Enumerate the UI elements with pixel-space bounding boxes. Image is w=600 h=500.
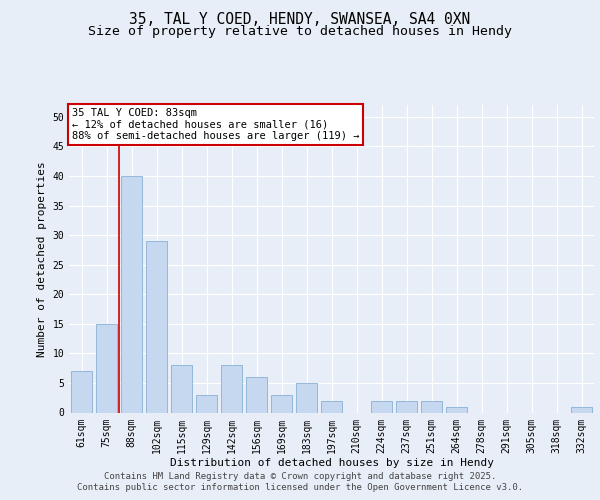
Text: 35, TAL Y COED, HENDY, SWANSEA, SA4 0XN: 35, TAL Y COED, HENDY, SWANSEA, SA4 0XN [130,12,470,28]
Bar [396,400,417,412]
Y-axis label: Number of detached properties: Number of detached properties [37,161,47,356]
Bar [446,406,467,412]
Bar [121,176,142,412]
Bar [171,365,192,412]
Bar [71,371,92,412]
Bar [146,241,167,412]
Text: Contains public sector information licensed under the Open Government Licence v3: Contains public sector information licen… [77,484,523,492]
Text: 35 TAL Y COED: 83sqm
← 12% of detached houses are smaller (16)
88% of semi-detac: 35 TAL Y COED: 83sqm ← 12% of detached h… [71,108,359,142]
Bar [321,400,342,412]
Bar [271,395,292,412]
Bar [246,377,267,412]
Bar [221,365,242,412]
Text: Size of property relative to detached houses in Hendy: Size of property relative to detached ho… [88,25,512,38]
Bar [96,324,117,412]
Bar [371,400,392,412]
X-axis label: Distribution of detached houses by size in Hendy: Distribution of detached houses by size … [170,458,493,468]
Bar [296,383,317,412]
Bar [571,406,592,412]
Bar [196,395,217,412]
Text: Contains HM Land Registry data © Crown copyright and database right 2025.: Contains HM Land Registry data © Crown c… [104,472,496,481]
Bar [421,400,442,412]
